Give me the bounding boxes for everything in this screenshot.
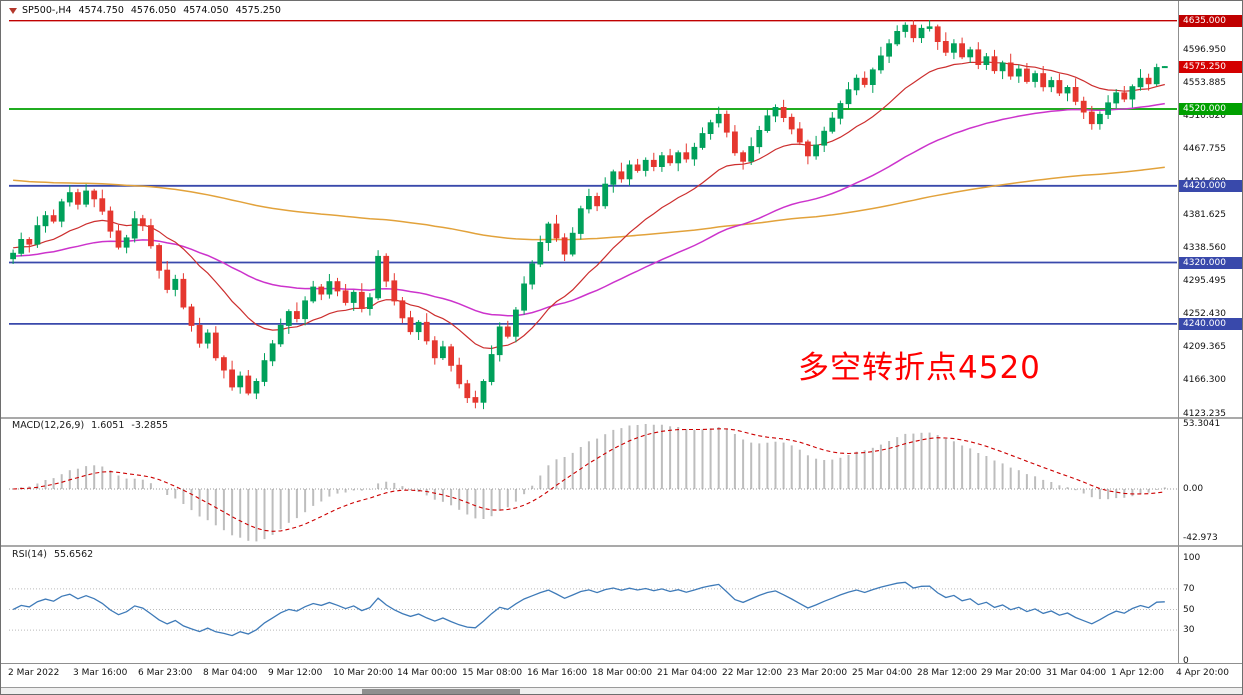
price-line-box: 4420.000 <box>1179 180 1243 192</box>
rsi-scale-label: 100 <box>1183 553 1201 563</box>
rsi-scale-label: 0 <box>1183 656 1189 666</box>
collapse-triangle-icon[interactable] <box>9 8 17 14</box>
macd-name-label: MACD(12,26,9) <box>12 420 85 431</box>
ma-mid-line <box>13 102 1165 317</box>
time-axis-label: 22 Mar 12:00 <box>722 668 783 678</box>
price-scale-label: 4381.625 <box>1183 210 1226 220</box>
price-line-box: 4520.000 <box>1179 103 1243 115</box>
price-scale-label: 4553.885 <box>1183 78 1226 88</box>
time-axis-label: 10 Mar 20:00 <box>333 668 394 678</box>
macd-signal-line <box>13 428 1165 532</box>
time-axis-label: 9 Mar 12:00 <box>268 668 323 678</box>
price-scale-divider <box>1178 0 1179 663</box>
horizontal-scrollbar-track[interactable] <box>0 687 1243 695</box>
macd-scale-label: -42.973 <box>1183 533 1218 543</box>
price-scale-label: 4166.300 <box>1183 375 1226 385</box>
time-axis-label: 15 Mar 08:00 <box>462 668 523 678</box>
scrollbar-thumb[interactable] <box>362 689 520 695</box>
price-scale-label: 4209.365 <box>1183 342 1226 352</box>
price-scale-label: 4338.560 <box>1183 243 1226 253</box>
time-axis-label: 14 Mar 00:00 <box>397 668 458 678</box>
price-line-box: 4240.000 <box>1179 318 1243 330</box>
candles-layer <box>10 20 1168 410</box>
macd-indicator-label: MACD(12,26,9) 1.6051 -3.2855 <box>12 421 175 431</box>
time-axis-label: 18 Mar 00:00 <box>592 668 653 678</box>
pane-splitter-macd[interactable] <box>0 417 1243 419</box>
macd-histogram <box>20 424 1166 542</box>
time-axis-label: 3 Mar 16:00 <box>73 668 128 678</box>
rsi-indicator-label: RSI(14) 55.6562 <box>12 550 100 560</box>
time-axis-label: 31 Mar 04:00 <box>1046 668 1107 678</box>
price-scale-label: 4510.820 <box>1183 111 1226 121</box>
time-axis-label: 1 Apr 12:00 <box>1111 668 1164 678</box>
rsi-scale-label: 70 <box>1183 584 1195 594</box>
time-axis-label: 8 Mar 04:00 <box>203 668 258 678</box>
time-axis-label: 23 Mar 20:00 <box>787 668 848 678</box>
price-line-box: 4575.250 <box>1179 61 1243 73</box>
macd-scale-label: 53.3041 <box>1183 419 1221 429</box>
time-axis-label: 21 Mar 04:00 <box>657 668 718 678</box>
ma-fast-line <box>13 61 1165 350</box>
ohlc-high-value: 4576.050 <box>130 5 177 16</box>
time-axis-label: 4 Apr 20:00 <box>1176 668 1229 678</box>
price-scale-label: 4596.950 <box>1183 45 1226 55</box>
macd-scale-label: 0.00 <box>1183 484 1204 494</box>
macd-signal-value: -3.2855 <box>131 420 169 431</box>
macd-main-value: 1.6051 <box>91 420 125 431</box>
ohlc-open-value: 4574.750 <box>78 5 124 16</box>
ohlc-low-value: 4574.050 <box>183 5 229 16</box>
price-scale-label: 4295.495 <box>1183 276 1226 286</box>
rsi-scale-label: 30 <box>1183 625 1195 635</box>
time-axis-label: 2 Mar 2022 <box>8 668 60 678</box>
rsi-level-lines <box>9 588 1177 631</box>
price-line-box: 4320.000 <box>1179 257 1243 269</box>
chart-header: SP500-,H4 4574.750 4576.050 4574.050 4575.25… <box>22 5 288 16</box>
price-scale-label: 4467.755 <box>1183 144 1226 154</box>
rsi-line <box>12 581 1165 637</box>
time-axis-label: 29 Mar 20:00 <box>981 668 1042 678</box>
rsi-name-label: RSI(14) <box>12 549 47 560</box>
time-axis-label: 28 Mar 12:00 <box>917 668 978 678</box>
price-scale-label: 4252.430 <box>1183 309 1226 319</box>
time-axis-label: 6 Mar 23:00 <box>138 668 193 678</box>
pane-splitter-rsi[interactable] <box>0 545 1243 547</box>
price-scale-label: 4123.235 <box>1183 409 1226 419</box>
ohlc-close-value: 4575.250 <box>235 5 281 16</box>
time-axis-label: 16 Mar 16:00 <box>527 668 588 678</box>
ma-slow-line <box>13 166 1165 241</box>
time-axis-label: 25 Mar 04:00 <box>852 668 913 678</box>
support-resistance-lines <box>9 20 1177 325</box>
rsi-scale-label: 50 <box>1183 605 1195 615</box>
annotation-text[interactable]: 多空转折点4520 <box>798 350 1041 386</box>
rsi-value: 55.6562 <box>53 549 94 560</box>
time-axis-separator <box>0 663 1243 664</box>
symbol-timeframe-label: SP500-,H4 <box>22 5 72 16</box>
price-line-box: 4635.000 <box>1179 15 1243 27</box>
